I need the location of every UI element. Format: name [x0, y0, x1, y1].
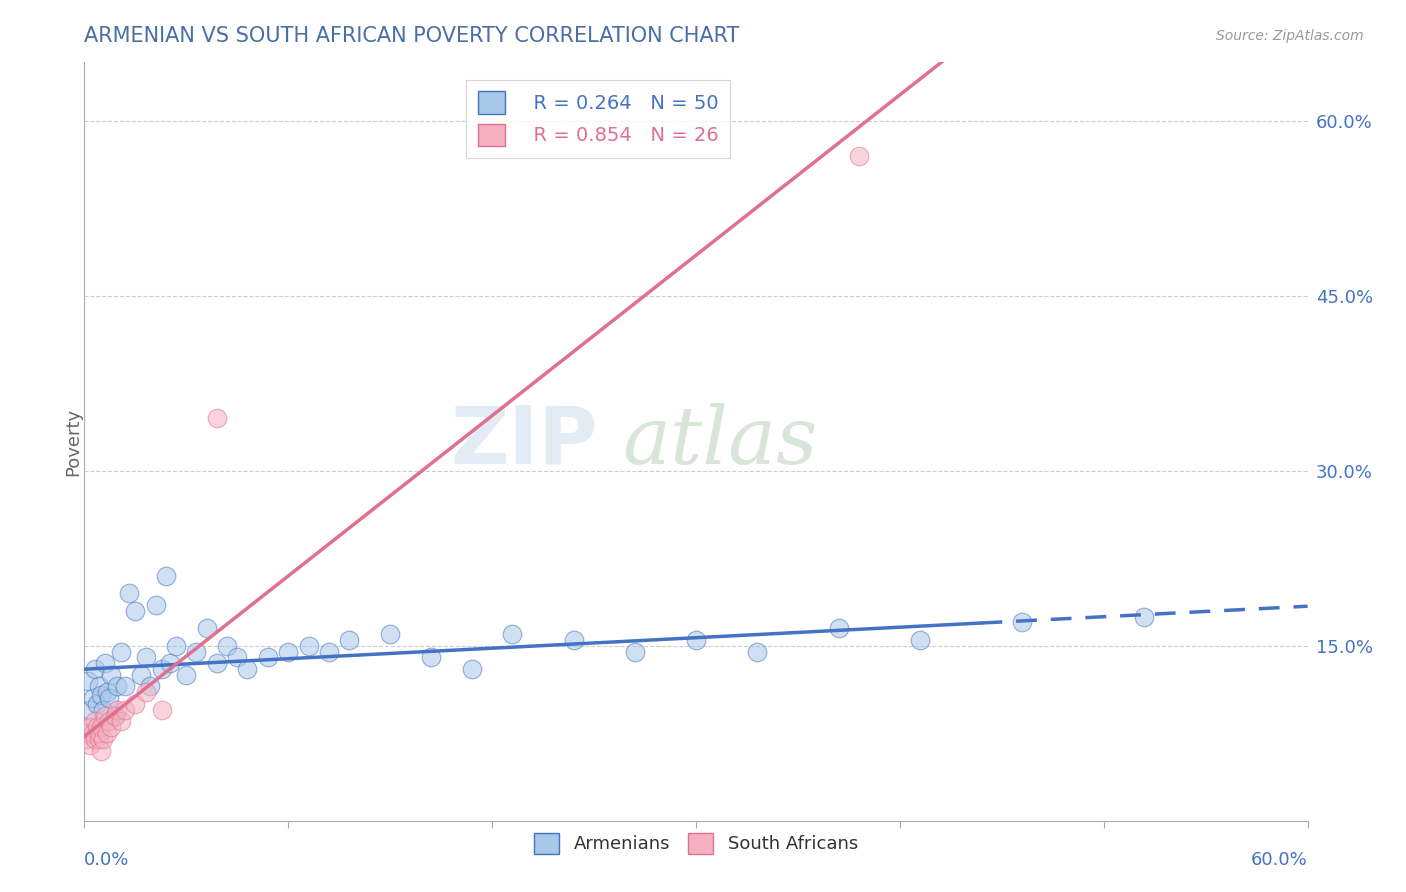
Point [131, 668, 153, 682]
Point [747, 644, 769, 658]
Point [135, 650, 157, 665]
Point [90, 744, 112, 758]
Point [105, 680, 128, 694]
Point [186, 644, 208, 658]
Point [298, 639, 321, 653]
Point [195, 621, 218, 635]
Point [97, 714, 120, 729]
Point [562, 632, 585, 647]
Point [104, 708, 127, 723]
Point [114, 703, 136, 717]
Point [257, 650, 280, 665]
Point [75, 731, 97, 746]
Point [86, 697, 108, 711]
Point [100, 720, 122, 734]
Point [236, 662, 259, 676]
Text: ZIP: ZIP [451, 402, 598, 481]
Point [96, 726, 118, 740]
Point [96, 685, 118, 699]
Point [86, 720, 108, 734]
Point [318, 644, 340, 658]
Point [624, 644, 647, 658]
Point [83, 662, 105, 676]
Point [910, 632, 932, 647]
Point [110, 714, 132, 729]
Point [90, 720, 112, 734]
Point [165, 639, 187, 653]
Point [277, 644, 299, 658]
Point [77, 726, 100, 740]
Point [205, 411, 228, 425]
Point [124, 604, 146, 618]
Point [77, 673, 100, 688]
Point [150, 662, 173, 676]
Point [339, 632, 361, 647]
Text: atlas: atlas [623, 403, 818, 480]
Point [87, 726, 110, 740]
Point [97, 691, 120, 706]
Point [83, 731, 105, 746]
Point [159, 656, 181, 670]
Point [79, 738, 101, 752]
Y-axis label: Poverty: Poverty [65, 408, 82, 475]
Point [91, 731, 114, 746]
Point [685, 632, 707, 647]
Legend: Armenians, South Africans: Armenians, South Africans [527, 826, 865, 861]
Point [145, 598, 167, 612]
Point [82, 691, 104, 706]
Point [135, 685, 157, 699]
Point [1011, 615, 1033, 630]
Point [420, 650, 443, 665]
Point [110, 644, 132, 658]
Point [83, 714, 105, 729]
Point [82, 726, 104, 740]
Point [848, 149, 870, 163]
Point [217, 639, 239, 653]
Point [105, 703, 128, 717]
Point [138, 680, 160, 694]
Point [87, 731, 110, 746]
Point [461, 662, 484, 676]
Point [87, 680, 110, 694]
Point [226, 650, 249, 665]
Point [205, 656, 228, 670]
Point [104, 708, 127, 723]
Point [1133, 609, 1156, 624]
Text: 60.0%: 60.0% [1251, 851, 1308, 869]
Text: 0.0%: 0.0% [84, 851, 129, 869]
Point [91, 703, 114, 717]
Point [124, 697, 146, 711]
Point [150, 703, 173, 717]
Point [828, 621, 851, 635]
Point [118, 586, 141, 600]
Point [79, 720, 101, 734]
Point [79, 703, 101, 717]
Point [155, 568, 177, 582]
Point [93, 708, 115, 723]
Point [90, 688, 112, 702]
Point [100, 668, 122, 682]
Text: Source: ZipAtlas.com: Source: ZipAtlas.com [1216, 29, 1364, 44]
Text: ARMENIAN VS SOUTH AFRICAN POVERTY CORRELATION CHART: ARMENIAN VS SOUTH AFRICAN POVERTY CORREL… [84, 26, 740, 45]
Point [502, 627, 524, 641]
Point [380, 627, 402, 641]
Point [93, 656, 115, 670]
Point [174, 668, 197, 682]
Point [114, 680, 136, 694]
